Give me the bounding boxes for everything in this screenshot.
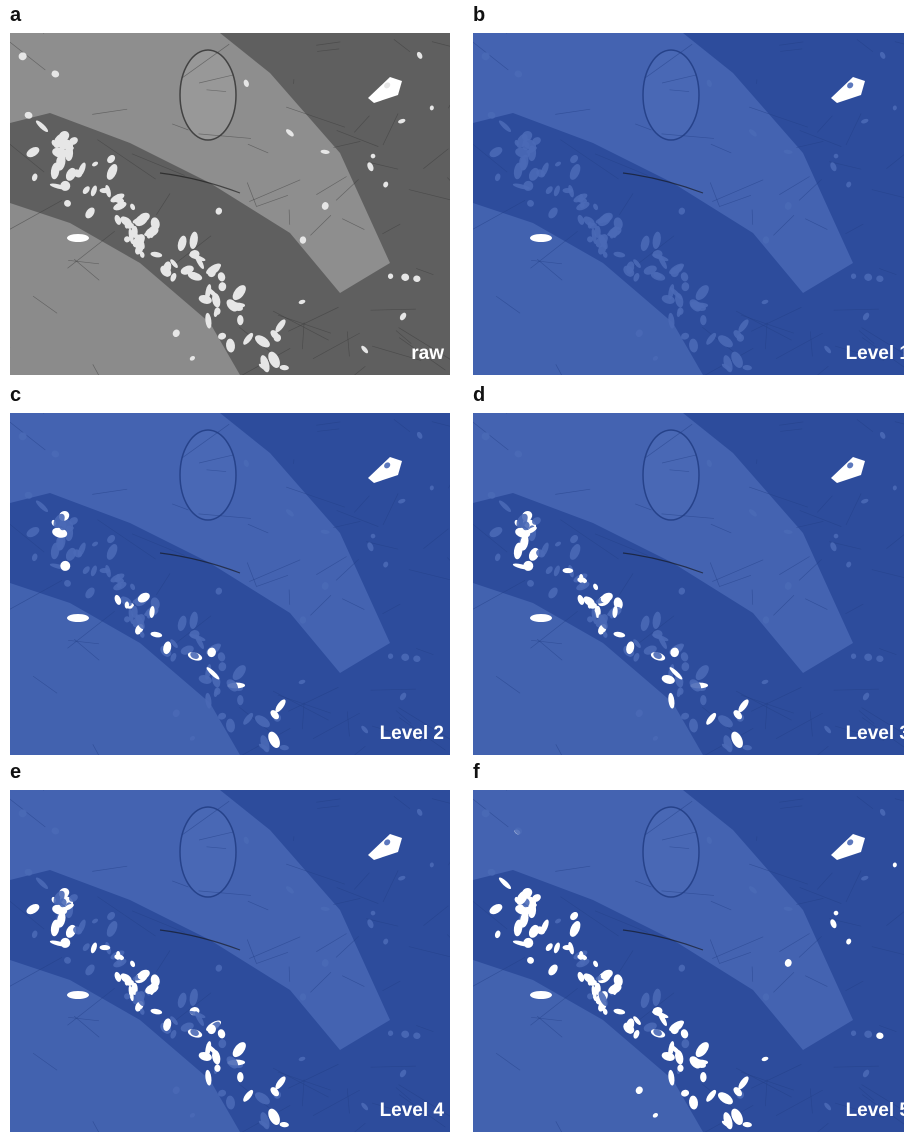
texture: [214, 1065, 220, 1072]
panel-label: Level 2: [380, 723, 444, 745]
texture: [643, 50, 699, 140]
panel-label: Level 1: [846, 343, 904, 365]
satellite-image: [10, 413, 450, 755]
panel-label: Level 5: [846, 1100, 904, 1122]
texture: [677, 688, 683, 695]
panel-label: Level 4: [380, 1100, 444, 1122]
panel-letter: d: [473, 384, 485, 407]
image: Level 2: [10, 413, 450, 755]
page: a raw b Level 1 c Level 2 d Level 3 e Level 4 f Lev…: [0, 0, 904, 1131]
image: Level 4: [10, 790, 450, 1132]
image: Level 5: [473, 790, 904, 1132]
texture: [214, 688, 220, 695]
panel-label: raw: [411, 343, 444, 365]
image: raw: [10, 33, 450, 375]
texture: [180, 807, 236, 897]
texture: [67, 614, 89, 622]
panel-letter: a: [10, 4, 21, 27]
panel-label: Level 3: [846, 723, 904, 745]
satellite-image: [10, 790, 450, 1132]
satellite-image: [473, 33, 904, 375]
satellite-image: [473, 413, 904, 755]
texture: [530, 991, 552, 999]
satellite-image: [473, 790, 904, 1132]
texture: [643, 430, 699, 520]
texture: [530, 614, 552, 622]
texture: [67, 234, 89, 242]
texture: [214, 308, 220, 315]
texture: [677, 1065, 683, 1072]
panel-letter: c: [10, 384, 21, 407]
texture: [180, 430, 236, 520]
texture: [67, 991, 89, 999]
panel-letter: f: [473, 761, 480, 784]
image: Level 1: [473, 33, 904, 375]
texture: [643, 807, 699, 897]
panel-letter: e: [10, 761, 21, 784]
image: Level 3: [473, 413, 904, 755]
panel-letter: b: [473, 4, 485, 27]
texture: [180, 50, 236, 140]
texture: [677, 308, 683, 315]
texture: [530, 234, 552, 242]
satellite-image: [10, 33, 450, 375]
